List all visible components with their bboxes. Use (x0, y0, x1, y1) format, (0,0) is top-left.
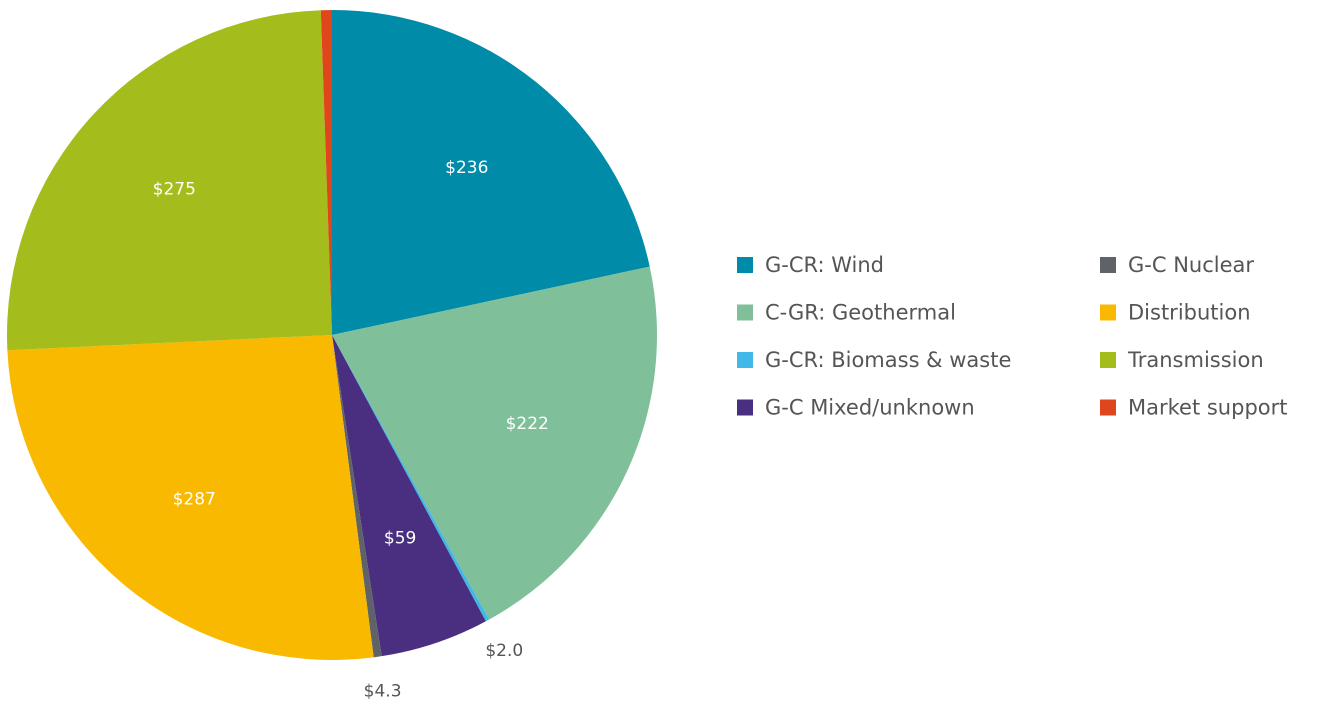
legend-swatch (1100, 257, 1116, 273)
data-label: $287 (173, 489, 216, 509)
data-label: $236 (445, 158, 488, 178)
legend-label: Market support (1128, 396, 1288, 420)
legend-label: Distribution (1128, 301, 1251, 325)
data-label: $59 (384, 528, 416, 548)
legend-label: G-CR: Biomass & waste (765, 348, 1011, 372)
pie-slice (320, 10, 332, 335)
pie-slice (6, 10, 332, 351)
legend-swatch (1100, 304, 1116, 321)
pie-slice (7, 335, 374, 660)
pie-slice (332, 335, 382, 658)
legend-label: G-C Mixed/unknown (765, 396, 975, 420)
data-label: $275 (153, 180, 196, 200)
pie-slice (332, 10, 650, 335)
pie-slice (332, 266, 657, 620)
pie-slice (332, 335, 486, 657)
legend-swatch (737, 257, 753, 273)
legend-swatch (737, 304, 753, 321)
legend-label: Transmission (1127, 348, 1264, 372)
data-label: $222 (506, 414, 549, 434)
legend-label: C-GR: Geothermal (765, 301, 956, 325)
legend-swatch (737, 399, 753, 416)
legend-swatch (1100, 352, 1116, 368)
data-label: $2.0 (485, 641, 523, 661)
pie-slice (332, 335, 490, 622)
legend-label: G-CR: Wind (765, 253, 884, 277)
legend-swatch (737, 352, 753, 368)
data-label: $4.3 (364, 681, 402, 701)
legend-label: G-C Nuclear (1128, 253, 1254, 277)
legend-swatch (1100, 399, 1116, 416)
